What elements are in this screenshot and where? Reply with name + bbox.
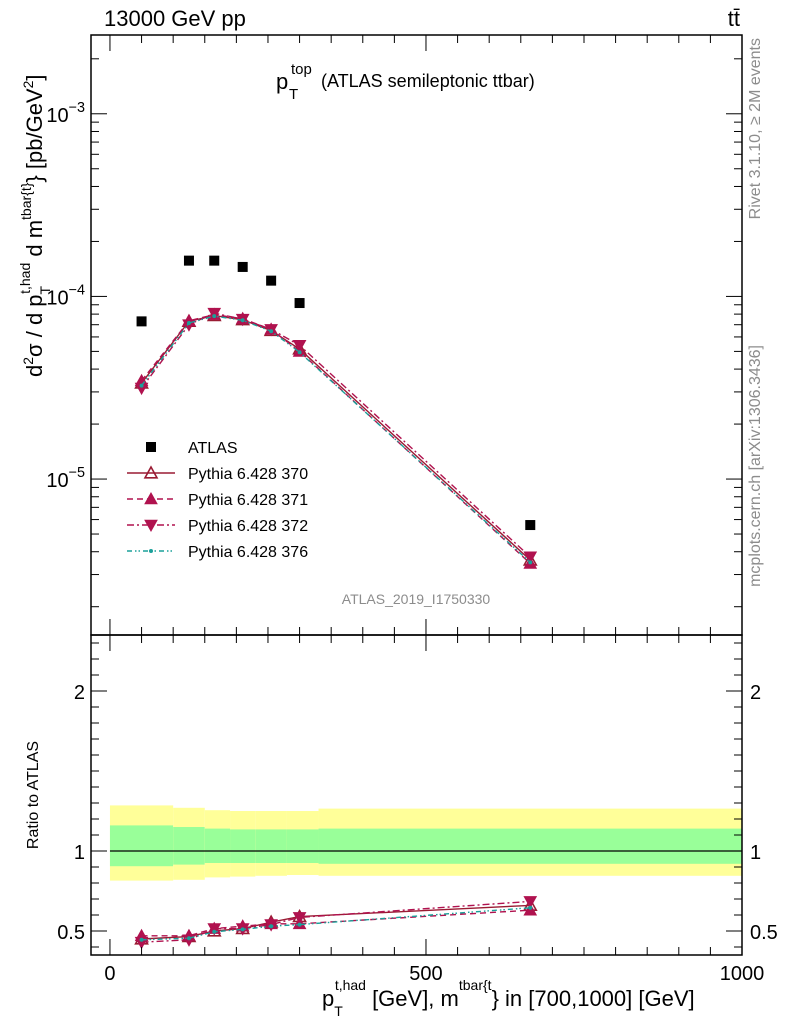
title-sup: top: [291, 61, 312, 78]
x-tick-label: 0: [104, 963, 115, 985]
inner-band-segment: [204, 828, 231, 863]
point-atlas: [266, 275, 277, 286]
ratio-y-tick-label-right: 0.5: [750, 922, 778, 944]
ratio-point-p376: [186, 936, 191, 941]
ratio-point-p376: [297, 922, 302, 927]
ratio-point-p376: [240, 927, 245, 932]
ratio-ylabel: Ratio to ATLAS: [25, 741, 42, 849]
legend-marker-p370: [143, 465, 159, 479]
inner-band-segment: [230, 829, 256, 863]
ratio-point-p372: [207, 923, 222, 936]
point-atlas: [294, 298, 305, 309]
ratio-point-p376: [139, 937, 144, 942]
legend-marker-p372: [144, 519, 158, 533]
legend-label-p376: Pythia 6.428 376: [188, 544, 308, 561]
ratio-line-p371: [141, 909, 531, 937]
point-p376: [212, 314, 217, 319]
legend-marker-atlas: [146, 442, 156, 452]
inner-band-segment: [255, 829, 287, 863]
ratio-line-p376: [141, 907, 531, 941]
legend-label-p370: Pythia 6.428 370: [188, 466, 308, 483]
main-plot-area: [134, 255, 538, 569]
point-p376: [528, 560, 533, 565]
point-p372: [523, 551, 538, 564]
inner-band-segment: [286, 829, 319, 863]
rivet-label: Rivet 3.1.10, ≥ 2M events: [747, 38, 764, 219]
inner-band-segment: [318, 828, 742, 864]
legend-label-p371: Pythia 6.428 371: [188, 492, 308, 509]
legend-marker-p371: [144, 491, 158, 505]
legend-marker-p376: [149, 549, 153, 553]
x-tick-label: 500: [409, 963, 442, 985]
point-p376: [186, 321, 191, 326]
chart-title: p T top (ATLAS semileptonic ttbar): [276, 61, 535, 103]
point-p372: [207, 307, 222, 321]
x-axis-label: pTt,had [GeV], mtbar{t} in [700,1000] [G…: [322, 977, 695, 1019]
point-p372: [134, 382, 149, 396]
title-rest: (ATLAS semileptonic ttbar): [321, 71, 535, 91]
point-atlas: [136, 316, 147, 327]
ratio-plot-area: [134, 896, 538, 950]
point-p376: [269, 329, 274, 334]
mcplots-label: mcplots.cern.ch [arXiv:1306.3436]: [747, 345, 764, 587]
ratio-y-tick-label-left: 2: [74, 682, 85, 704]
ratio-point-p376: [269, 924, 274, 929]
ratio-y-tick-label-left: 1: [74, 842, 85, 864]
ratio-uncertainty-bands: [109, 805, 742, 881]
main-y-tick-label: 10−5: [46, 465, 85, 492]
x-tick-label: 1000: [720, 963, 765, 985]
inner-band-segment: [109, 825, 174, 867]
legend-label-atlas: ATLAS: [188, 440, 238, 457]
point-atlas: [525, 520, 536, 531]
point-atlas: [209, 255, 220, 266]
process-label: tt̄: [728, 6, 740, 31]
main-y-tick-label: 10−3: [46, 100, 85, 127]
ratio-point-p376: [212, 929, 217, 934]
ratio-frame: [90, 634, 743, 956]
point-p376: [240, 318, 245, 323]
ratio-point-p376: [528, 905, 533, 910]
ratio-y-tick-label-right: 1: [750, 842, 761, 864]
point-p376: [297, 350, 302, 355]
ratio-point-p372: [523, 896, 538, 909]
point-p376: [139, 383, 144, 388]
title-main: p: [276, 69, 288, 94]
legend-label-p372: Pythia 6.428 372: [188, 518, 308, 535]
point-atlas: [237, 261, 248, 272]
analysis-watermark: ATLAS_2019_I1750330: [342, 591, 491, 607]
title-sub: T: [289, 86, 298, 103]
ratio-y-tick-label-left: 0.5: [57, 922, 85, 944]
energy-label: 13000 GeV pp: [104, 6, 246, 31]
ratio-y-tick-label-right: 2: [750, 682, 761, 704]
ratio-point-p372: [292, 912, 307, 925]
inner-band-segment: [173, 827, 205, 865]
svg-text:pTt,had [GeV], mtbar{t} in [70: pTt,had [GeV], mtbar{t} in [700,1000] [G…: [322, 977, 695, 1019]
point-atlas: [183, 255, 194, 266]
main-y-tick-label: 10−4: [46, 282, 85, 309]
axes: 10−5 10−4 10−3 0 500 1000 0.5 0.5 1 1 2 2: [46, 34, 778, 985]
legend: ATLAS Pythia 6.428 370 Pythia 6.428 371 Pyt…: [127, 440, 308, 561]
point-p372: [292, 339, 307, 353]
